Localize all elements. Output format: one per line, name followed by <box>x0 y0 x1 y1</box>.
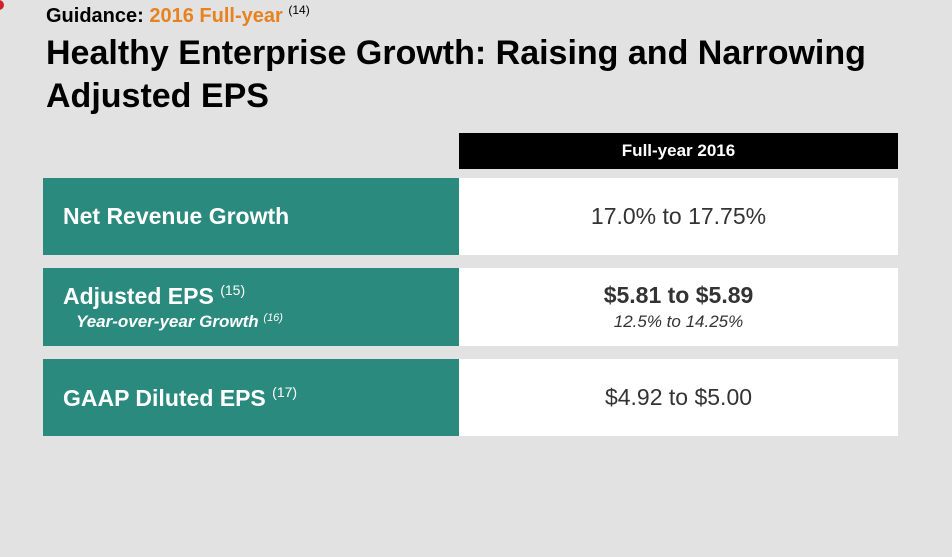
eyebrow-label: Guidance: <box>46 5 144 27</box>
table-row-gaap-eps: GAAP Diluted EPS (17) $4.92 to $5.00 <box>43 359 898 436</box>
table-row-adjusted-eps: Adjusted EPS (15) Year-over-year Growth … <box>43 268 898 346</box>
row-value-cell: $5.81 to $5.89 12.5% to 14.25% <box>459 268 898 346</box>
row-value-cell: $4.92 to $5.00 <box>459 359 898 436</box>
row-value: 17.0% to 17.75% <box>590 203 767 229</box>
row-sublabel: Year-over-year Growth (16) <box>63 312 459 332</box>
row-label-footnote: (17) <box>272 383 298 400</box>
row-label-cell: Adjusted EPS (15) Year-over-year Growth … <box>43 268 459 346</box>
column-header: Full-year 2016 <box>459 133 898 169</box>
row-value-cell: 17.0% to 17.75% <box>459 178 898 255</box>
row-value: $5.81 to $5.89 <box>603 282 754 308</box>
row-subvalue: 12.5% to 14.25% <box>613 312 744 331</box>
row-label-footnote: (15) <box>220 282 246 298</box>
row-label-cell: GAAP Diluted EPS (17) <box>43 359 459 436</box>
row-label-text: Net Revenue Growth <box>63 203 290 229</box>
row-label-text: GAAP Diluted EPS <box>63 384 266 411</box>
corner-accent-mark <box>0 0 4 10</box>
row-label: Adjusted EPS (15) <box>63 282 459 310</box>
row-label-text: Adjusted EPS <box>63 283 214 309</box>
row-sublabel-footnote: (16) <box>263 312 283 324</box>
row-label: GAAP Diluted EPS (17) <box>63 384 459 412</box>
row-value: $4.92 to $5.00 <box>604 384 753 410</box>
eyebrow-footnote: (14) <box>288 3 310 17</box>
eyebrow-accent: 2016 Full-year <box>149 5 283 27</box>
page-title: Healthy Enterprise Growth: Raising and N… <box>46 34 866 115</box>
row-label: Net Revenue Growth <box>63 203 459 230</box>
row-label-cell: Net Revenue Growth <box>43 178 459 255</box>
row-sublabel-text: Year-over-year Growth <box>76 312 259 331</box>
table-row-net-revenue: Net Revenue Growth 17.0% to 17.75% <box>43 178 898 255</box>
guidance-eyebrow: Guidance: 2016 Full-year (14) <box>46 3 310 28</box>
